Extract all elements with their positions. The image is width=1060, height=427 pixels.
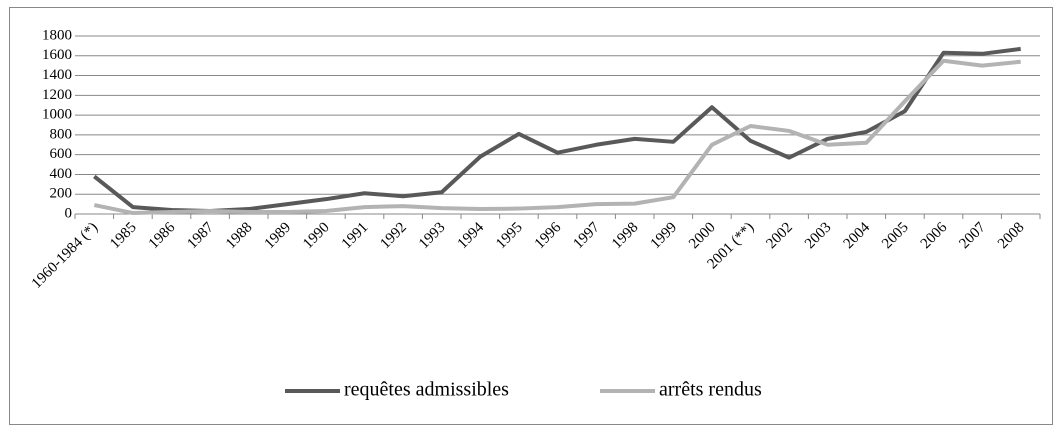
chart-border <box>9 7 1053 425</box>
y-tick-label: 200 <box>50 186 73 202</box>
y-tick-label: 800 <box>50 126 73 142</box>
x-tick-label: 1988 <box>223 220 256 253</box>
y-tick-label: 1400 <box>42 67 72 83</box>
x-tick-label: 1990 <box>300 220 333 253</box>
x-tick-label: 1998 <box>609 220 642 253</box>
x-tick-label: 2003 <box>802 220 835 253</box>
x-tick-label: 1992 <box>377 220 410 253</box>
legend-label: arrêts rendus <box>659 379 762 401</box>
x-tick-label: 1993 <box>416 220 449 253</box>
series-line <box>93 46 1021 214</box>
x-tick-label: 1991 <box>339 220 372 253</box>
y-tick-label: 600 <box>50 146 73 162</box>
x-tick-label: 1994 <box>455 219 488 252</box>
x-tick-label: 2006 <box>918 219 951 252</box>
x-tick-label: 2005 <box>879 220 912 253</box>
x-tick-label: 1987 <box>184 219 217 252</box>
x-tick-label: 1985 <box>107 220 140 253</box>
y-tick-label: 1000 <box>42 107 72 123</box>
y-tick-label: 1200 <box>42 87 72 103</box>
x-tick-label: 1986 <box>146 219 179 252</box>
y-tick-label: 1800 <box>42 27 72 43</box>
x-tick-label: 2000 <box>686 220 719 253</box>
x-tick-label: 1999 <box>648 220 681 253</box>
x-tick-label: 1995 <box>493 220 526 253</box>
x-tick-label: 1960-1984 (*) <box>29 220 101 292</box>
x-tick-label: 1996 <box>532 219 565 252</box>
x-tick-label: 2007 <box>956 219 989 252</box>
y-tick-label: 1600 <box>42 47 72 63</box>
x-tick-label: 2004 <box>841 219 874 252</box>
y-tick-label: 0 <box>65 205 73 221</box>
legend-label: requêtes admissibles <box>344 379 509 401</box>
series-line <box>93 58 1021 216</box>
x-tick-label: 1989 <box>262 220 295 253</box>
x-tick-label: 2008 <box>995 220 1028 253</box>
x-tick-label: 2002 <box>763 220 796 253</box>
x-tick-label: 1997 <box>570 219 603 252</box>
y-tick-label: 400 <box>50 166 73 182</box>
